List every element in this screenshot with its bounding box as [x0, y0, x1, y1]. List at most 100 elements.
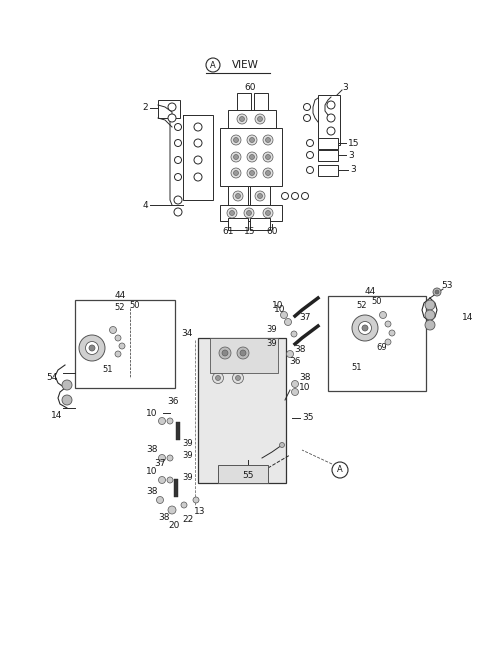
Circle shape — [250, 155, 254, 160]
Circle shape — [115, 351, 121, 357]
Bar — [158, 100, 180, 118]
Circle shape — [291, 331, 297, 337]
Text: 38: 38 — [299, 373, 311, 383]
Text: 4: 4 — [143, 200, 148, 210]
Circle shape — [425, 310, 435, 320]
Text: 52: 52 — [357, 301, 367, 310]
Text: 44: 44 — [364, 286, 376, 295]
Circle shape — [232, 354, 243, 365]
Circle shape — [79, 335, 105, 361]
Circle shape — [307, 166, 313, 174]
Circle shape — [236, 375, 240, 381]
Circle shape — [167, 418, 173, 424]
Circle shape — [174, 196, 182, 204]
Bar — [318, 150, 338, 161]
Text: 3: 3 — [350, 166, 356, 174]
Circle shape — [231, 152, 241, 162]
Circle shape — [247, 135, 257, 145]
Bar — [318, 138, 338, 149]
Circle shape — [216, 358, 220, 362]
Circle shape — [265, 155, 271, 160]
Text: 37: 37 — [154, 458, 166, 468]
Circle shape — [168, 506, 176, 514]
Text: 69: 69 — [377, 343, 387, 352]
Text: VIEW: VIEW — [232, 60, 259, 70]
Text: 15: 15 — [348, 138, 360, 147]
Circle shape — [303, 115, 311, 121]
Circle shape — [380, 312, 386, 318]
Text: 50: 50 — [130, 301, 140, 310]
Text: 2: 2 — [143, 103, 148, 113]
Text: 55: 55 — [242, 470, 254, 479]
Text: A: A — [337, 466, 343, 474]
Text: 35: 35 — [302, 413, 313, 422]
Circle shape — [240, 117, 244, 121]
Text: 15: 15 — [244, 227, 256, 236]
Circle shape — [167, 477, 173, 483]
Circle shape — [194, 173, 202, 181]
Circle shape — [233, 191, 243, 201]
Bar — [220, 128, 282, 186]
Circle shape — [62, 395, 72, 405]
Circle shape — [231, 168, 241, 178]
Text: 20: 20 — [168, 521, 180, 531]
Text: A: A — [210, 60, 216, 69]
Text: 60: 60 — [244, 83, 256, 92]
Circle shape — [194, 139, 202, 147]
Circle shape — [237, 114, 247, 124]
Circle shape — [62, 380, 72, 390]
Circle shape — [175, 174, 181, 181]
Circle shape — [433, 288, 441, 296]
Circle shape — [303, 103, 311, 111]
Circle shape — [236, 193, 240, 198]
Circle shape — [193, 497, 199, 503]
Text: 36: 36 — [289, 358, 301, 367]
Circle shape — [181, 502, 187, 508]
Circle shape — [307, 140, 313, 147]
Circle shape — [156, 496, 164, 504]
Text: 61: 61 — [222, 227, 234, 236]
Circle shape — [168, 114, 176, 122]
Text: 10: 10 — [299, 383, 311, 392]
Circle shape — [213, 373, 224, 383]
Bar — [250, 186, 270, 206]
Circle shape — [359, 322, 372, 335]
Circle shape — [250, 138, 254, 143]
Circle shape — [247, 152, 257, 162]
Bar — [174, 479, 178, 497]
Circle shape — [352, 315, 378, 341]
Text: 51: 51 — [352, 364, 362, 373]
Circle shape — [158, 417, 166, 424]
Circle shape — [385, 321, 391, 327]
Circle shape — [109, 326, 117, 333]
Circle shape — [158, 455, 166, 462]
Circle shape — [279, 443, 285, 447]
Circle shape — [263, 152, 273, 162]
Circle shape — [174, 208, 182, 216]
Bar — [198, 338, 286, 483]
Circle shape — [89, 345, 95, 351]
Circle shape — [385, 339, 391, 345]
Circle shape — [265, 170, 271, 176]
Circle shape — [425, 300, 435, 310]
Text: 3: 3 — [348, 151, 354, 160]
Circle shape — [285, 318, 291, 326]
Circle shape — [287, 350, 293, 358]
Circle shape — [167, 455, 173, 461]
Circle shape — [233, 138, 239, 143]
Circle shape — [327, 127, 335, 135]
Text: 53: 53 — [441, 280, 453, 290]
Circle shape — [327, 101, 335, 109]
Text: 10: 10 — [272, 301, 284, 310]
Text: 39: 39 — [267, 326, 277, 335]
Text: 39: 39 — [182, 438, 192, 447]
Circle shape — [263, 135, 273, 145]
Circle shape — [231, 135, 241, 145]
Text: 54: 54 — [46, 373, 58, 383]
Circle shape — [255, 114, 265, 124]
Circle shape — [175, 124, 181, 130]
Text: 39: 39 — [182, 451, 192, 460]
Circle shape — [216, 375, 220, 381]
Circle shape — [175, 140, 181, 147]
Circle shape — [263, 168, 273, 178]
